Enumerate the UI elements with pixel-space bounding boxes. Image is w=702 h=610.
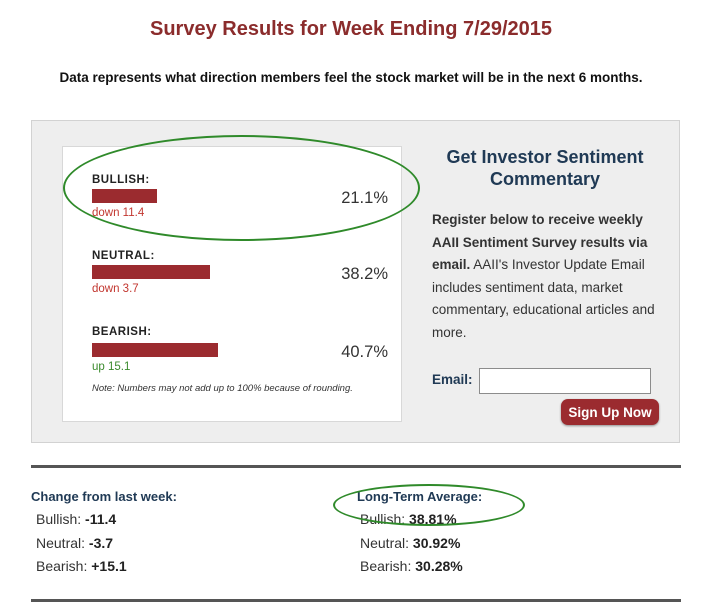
change-neutral: Neutral: -3.7 [36,535,113,551]
bearish-change: up 15.1 [92,361,131,373]
bottom-divider [31,599,681,602]
change-bearish: Bearish: +15.1 [36,558,127,574]
change-heading: Change from last week: [31,489,177,504]
bearish-bar [92,343,218,357]
change-neutral-value: -3.7 [88,535,114,551]
promo-title: Get Investor Sentiment Commentary [446,147,644,189]
neutral-percent: 38.2% [341,265,388,283]
change-bearish-value: +15.1 [91,558,127,574]
promo-body-text: AAII's Investor Update Email includes se… [432,257,655,340]
change-bullish-value: -11.4 [85,511,117,527]
average-neutral-label: Neutral: [360,535,413,551]
bullish-change: down 11.4 [92,207,145,219]
long-term-heading: Long-Term Average: [357,489,483,504]
bullish-percent: 21.1% [341,189,388,207]
average-bearish-label: Bearish: [360,558,416,574]
sign-up-button[interactable]: Sign Up Now [561,399,659,425]
page-title: Survey Results for Week Ending 7/29/2015 [149,18,553,40]
promo-body: Register below to receive weekly AAII Se… [432,209,672,344]
email-label: Email: [432,372,473,387]
rounding-note: Note: Numbers may not add up to 100% bec… [92,383,353,394]
bearish-percent: 40.7% [341,343,388,361]
change-bearish-label: Bearish: [36,558,92,574]
average-neutral-value: 30.92% [412,535,461,551]
average-bearish: Bearish: 30.28% [360,558,463,574]
average-bearish-value: 30.28% [415,558,463,574]
change-bullish: Bullish: -11.4 [36,511,116,527]
average-neutral: Neutral: 30.92% [360,535,460,551]
average-bullish-label: Bullish: [360,511,410,527]
page-subtitle: Data represents what direction members f… [59,70,643,85]
bullish-bar [92,189,157,203]
promo-body-bold: Register below to receive weekly AAII Se… [432,212,648,272]
average-bullish: Bullish: 38.81% [360,511,457,527]
neutral-bar [92,265,210,279]
top-divider [31,465,681,468]
change-neutral-label: Neutral: [36,535,89,551]
neutral-change: down 3.7 [92,283,139,295]
bullish-label: BULLISH: [92,174,150,186]
email-field[interactable] [479,368,651,394]
average-bullish-value: 38.81% [409,511,457,527]
change-bullish-label: Bullish: [36,511,86,527]
bearish-label: BEARISH: [92,326,152,338]
neutral-label: NEUTRAL: [92,250,155,262]
